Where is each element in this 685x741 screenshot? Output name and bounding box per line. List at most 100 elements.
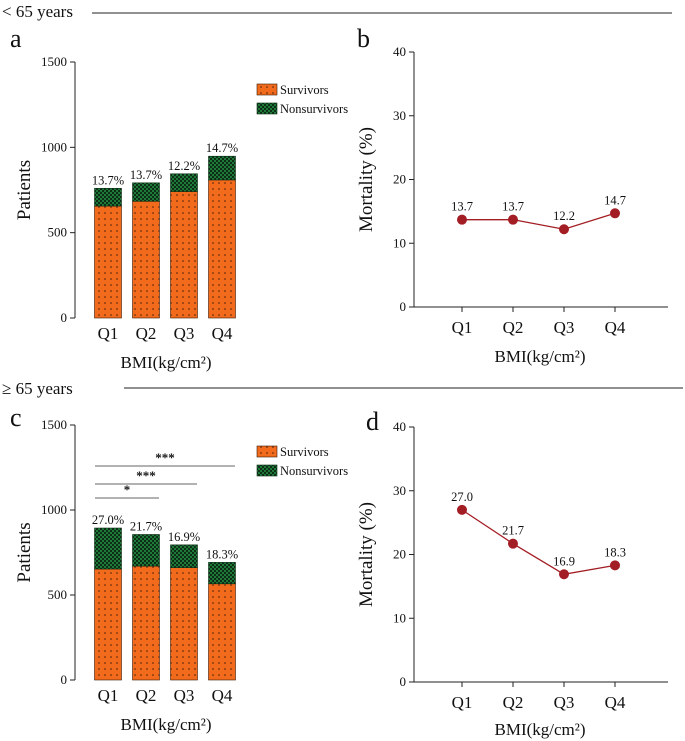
bar-survivors-q4 bbox=[208, 583, 236, 681]
y-tick-label: 40 bbox=[393, 44, 406, 59]
panel-letter-d: d bbox=[366, 407, 379, 436]
data-point-label: 16.9 bbox=[553, 554, 575, 568]
data-point-q3 bbox=[559, 569, 569, 580]
data-point-q2 bbox=[508, 214, 518, 225]
data-point-q3 bbox=[559, 224, 569, 235]
y-tick-label: 20 bbox=[393, 172, 406, 187]
y-axis-label: Mortality (%) bbox=[356, 127, 377, 232]
bar-percent-label: 16.9% bbox=[168, 530, 200, 544]
data-point-q2 bbox=[508, 538, 518, 549]
data-point-label: 27.0 bbox=[451, 490, 473, 504]
bar-nonsurvivors-q1 bbox=[94, 187, 122, 207]
y-tick-label: 1500 bbox=[41, 417, 67, 432]
x-category-label: Q3 bbox=[554, 693, 575, 712]
panel-letter-a: a bbox=[10, 24, 22, 53]
x-category-label: Q2 bbox=[503, 318, 524, 337]
bar-survivors-q2 bbox=[132, 200, 160, 319]
x-axis-label: BMI(kg/cm²) bbox=[120, 715, 211, 734]
x-category-label: Q4 bbox=[212, 324, 233, 343]
panel-letter-b: b bbox=[357, 24, 370, 53]
x-axis-label: BMI(kg/cm²) bbox=[494, 720, 585, 739]
bar-percent-label: 13.7% bbox=[92, 173, 124, 187]
bar-nonsurvivors-q2 bbox=[132, 534, 160, 567]
bar-percent-label: 18.3% bbox=[206, 547, 238, 561]
chart-panel-c: 0 500 1000 1500 Patients 27.0% Q1 21.7% Q2 16.9% Q… bbox=[14, 417, 348, 734]
data-point-label: 13.7 bbox=[451, 200, 473, 214]
bar-nonsurvivors-q4 bbox=[208, 155, 236, 181]
y-tick-label: 1500 bbox=[41, 54, 67, 69]
bar-nonsurvivors-q3 bbox=[170, 544, 198, 568]
y-tick-label: 10 bbox=[393, 610, 406, 625]
data-point-label: 12.2 bbox=[553, 209, 575, 223]
y-axis-label: Patients bbox=[14, 160, 35, 220]
y-tick-label: 0 bbox=[61, 672, 68, 687]
x-category-label: Q1 bbox=[98, 686, 119, 705]
bar-percent-label: 27.0% bbox=[92, 513, 124, 527]
legend-swatch-survivors bbox=[256, 83, 278, 96]
y-tick-label: 0 bbox=[400, 299, 407, 314]
data-point-label: 21.7 bbox=[502, 524, 524, 538]
bar-percent-label: 12.2% bbox=[168, 159, 200, 173]
data-point-label: 18.3 bbox=[604, 545, 626, 559]
data-point-label: 13.7 bbox=[502, 200, 524, 214]
legend-label-survivors: Survivors bbox=[280, 445, 329, 459]
x-category-label: Q3 bbox=[554, 318, 575, 337]
legend-swatch-nonsurvivors bbox=[256, 464, 278, 477]
bar-survivors-q3 bbox=[170, 191, 198, 319]
y-tick-label: 1000 bbox=[41, 139, 67, 154]
legend-swatch-nonsurvivors bbox=[256, 102, 278, 115]
bar-survivors-q1 bbox=[94, 568, 122, 681]
x-category-label: Q1 bbox=[452, 693, 473, 712]
data-point-q4 bbox=[610, 560, 620, 571]
y-tick-label: 30 bbox=[393, 108, 406, 123]
y-tick-label: 500 bbox=[48, 587, 68, 602]
significance-label: *** bbox=[155, 450, 175, 465]
significance-label: *** bbox=[136, 468, 156, 483]
x-category-label: Q4 bbox=[605, 693, 626, 712]
x-category-label: Q2 bbox=[136, 324, 157, 343]
y-axis-label: Patients bbox=[14, 522, 35, 582]
section-title-under-65: < 65 years bbox=[2, 2, 73, 21]
bar-survivors-q2 bbox=[132, 565, 160, 681]
y-tick-label: 30 bbox=[393, 483, 406, 498]
bar-percent-label: 14.7% bbox=[206, 141, 238, 155]
x-category-label: Q4 bbox=[212, 686, 233, 705]
y-tick-label: 500 bbox=[48, 225, 68, 240]
bar-nonsurvivors-q2 bbox=[132, 182, 160, 202]
bar-survivors-q4 bbox=[208, 179, 236, 319]
y-tick-label: 0 bbox=[61, 310, 68, 325]
data-point-q4 bbox=[610, 208, 620, 219]
panel-letter-c: c bbox=[10, 403, 22, 432]
x-category-label: Q2 bbox=[503, 693, 524, 712]
bar-survivors-q1 bbox=[94, 205, 122, 319]
data-point-q1 bbox=[457, 214, 467, 225]
data-point-q1 bbox=[457, 504, 467, 515]
x-axis-label: BMI(kg/cm²) bbox=[120, 353, 211, 372]
y-tick-label: 10 bbox=[393, 235, 406, 250]
x-category-label: Q3 bbox=[174, 686, 195, 705]
y-tick-label: 1000 bbox=[41, 502, 67, 517]
bar-survivors-q3 bbox=[170, 567, 198, 681]
mortality-series-line bbox=[462, 212, 616, 230]
y-tick-label: 20 bbox=[393, 547, 406, 562]
legend-label-survivors: Survivors bbox=[280, 83, 329, 97]
bar-percent-label: 13.7% bbox=[130, 168, 162, 182]
legend-label-nonsurvivors: Nonsurvivors bbox=[280, 102, 348, 116]
x-category-label: Q1 bbox=[452, 318, 473, 337]
chart-panel-a: 0 500 1000 1500 Patients 13.7% Q1 13.7% Q2 12.2% Q… bbox=[14, 54, 348, 372]
y-axis-label: Mortality (%) bbox=[356, 502, 377, 607]
significance-label: * bbox=[124, 482, 131, 497]
bar-nonsurvivors-q3 bbox=[170, 173, 198, 192]
legend-swatch-survivors bbox=[256, 445, 278, 458]
data-point-label: 14.7 bbox=[604, 193, 626, 207]
x-axis-label: BMI(kg/cm²) bbox=[494, 347, 585, 366]
chart-panel-d: 0 10 20 30 40 Mortality (%) 27.0 Q1 21.7 Q2 16.9 Q3… bbox=[356, 419, 668, 739]
chart-panel-b: 0 10 20 30 40 Mortality (%) 13.7 Q1 13.7 Q2 12.2 Q3… bbox=[356, 44, 668, 366]
y-tick-label: 40 bbox=[393, 419, 406, 434]
mortality-series-line bbox=[461, 509, 616, 575]
bar-percent-label: 21.7% bbox=[130, 519, 162, 533]
x-category-label: Q1 bbox=[98, 324, 119, 343]
y-tick-label: 0 bbox=[400, 674, 407, 689]
x-category-label: Q4 bbox=[605, 318, 626, 337]
